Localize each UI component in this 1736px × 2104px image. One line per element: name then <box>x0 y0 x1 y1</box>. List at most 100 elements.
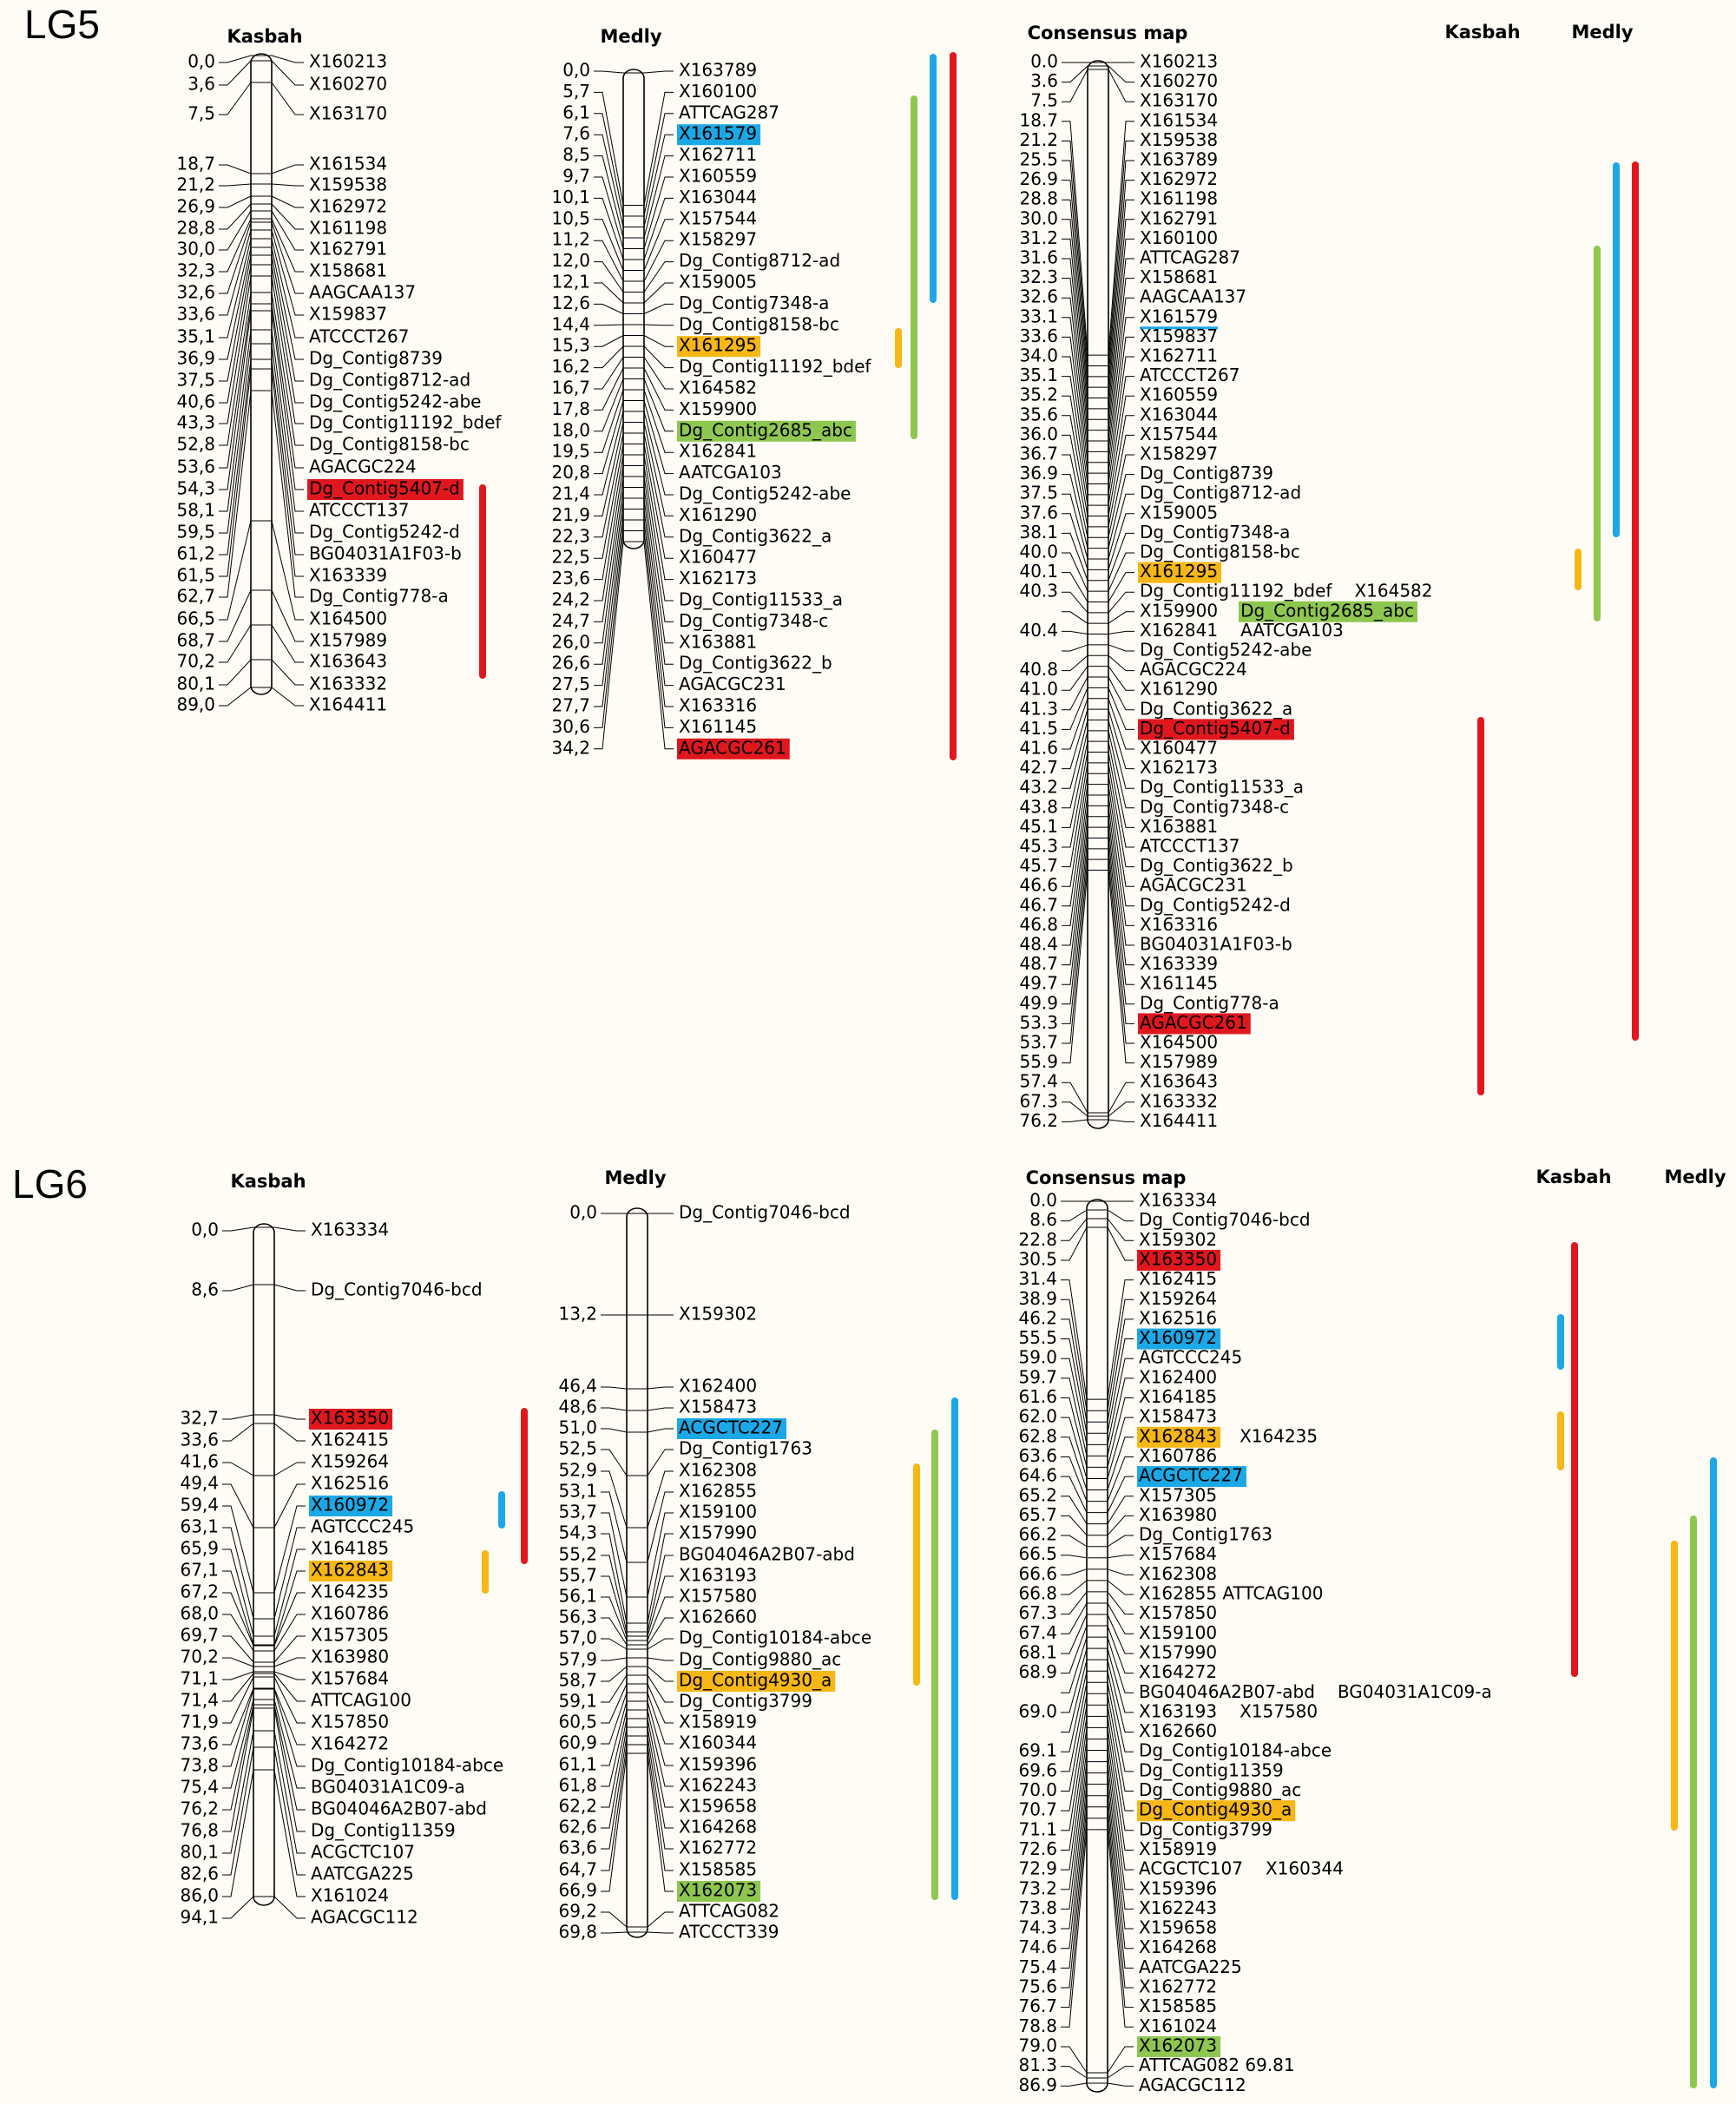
marker-row: 5,7 X160100 <box>562 81 757 206</box>
svg-text:Dg_Contig10184-abce: Dg_Contig10184-abce <box>1139 1740 1332 1761</box>
marker-position: 36.7 <box>1019 444 1058 464</box>
marker-position: 62,6 <box>558 1817 597 1838</box>
marker-name: Dg_Contig4930_a <box>677 1670 836 1692</box>
marker-row: 89,0 X164411 <box>176 687 387 715</box>
marker-position: 86.9 <box>1018 2074 1057 2095</box>
svg-text:X163980: X163980 <box>1139 1504 1217 1525</box>
svg-text:X159837: X159837 <box>309 304 387 325</box>
svg-text:Dg_Contig778-a: Dg_Contig778-a <box>309 586 449 607</box>
marker-position: 37.6 <box>1019 502 1058 523</box>
marker-name: X158681 <box>1140 266 1218 287</box>
marker-position: 69,8 <box>558 1922 597 1943</box>
marker-name: ATCCCT137 <box>309 500 409 521</box>
svg-text:X163789: X163789 <box>1140 149 1218 170</box>
svg-text:AGACGC112: AGACGC112 <box>311 1907 418 1928</box>
svg-text:X163980: X163980 <box>311 1647 389 1667</box>
svg-text:X163170: X163170 <box>309 103 387 124</box>
svg-text:X157580: X157580 <box>679 1586 757 1607</box>
marker-position: 32.3 <box>1019 266 1058 287</box>
marker-row: 15,3 X161295 <box>551 335 761 358</box>
marker-position: 31.4 <box>1018 1268 1057 1289</box>
svg-text:X157544: X157544 <box>1140 424 1218 444</box>
lg5-label: LG5 <box>24 2 100 47</box>
marker-name: X161534 <box>309 154 387 174</box>
marker-position: 73.8 <box>1018 1897 1057 1918</box>
marker-name: Dg_Contig3799 <box>1139 1818 1272 1839</box>
marker-name-extra: BG04031A1C09-a <box>1338 1681 1492 1702</box>
marker-position: 51,0 <box>558 1417 597 1438</box>
marker-name: X162791 <box>309 239 387 260</box>
marker-row: 75,4 BG04031A1C09-a <box>180 1699 465 1798</box>
svg-text:X162173: X162173 <box>679 568 757 588</box>
marker-position: 7,5 <box>187 103 215 124</box>
marker-position: 71,9 <box>180 1712 219 1733</box>
marker-row: 30,6 X161145 <box>551 530 757 737</box>
marker-row: 55,2 BG04046A2B07-abd <box>558 1544 855 1633</box>
marker-row: 12,1 X159005 <box>551 272 757 304</box>
svg-text:X163044: X163044 <box>679 187 757 207</box>
marker-position: 35,1 <box>176 326 215 347</box>
svg-text:AGACGC224: AGACGC224 <box>1140 659 1247 680</box>
marker-name: X163350 <box>1137 1248 1221 1271</box>
svg-text:X164582: X164582 <box>1354 581 1432 602</box>
marker-row: 26,6 Dg_Contig3622_b <box>551 497 832 674</box>
marker-position: 43,3 <box>176 412 215 433</box>
marker-row: 63,1 AGTCCC245 <box>180 1516 414 1620</box>
svg-text:Dg_Contig5242-d: Dg_Contig5242-d <box>1140 894 1291 915</box>
marker-name: Dg_Contig8158-bc <box>679 313 839 334</box>
marker-name: AAGCAA137 <box>1140 286 1246 307</box>
marker-name: X161295 <box>1138 561 1222 583</box>
marker-name: X163332 <box>309 674 387 694</box>
marker-name: ACGCTC107 <box>311 1842 415 1863</box>
marker-name: X157990 <box>1139 1641 1217 1662</box>
marker-row: 40.0 Dg_Contig8158-bc <box>1019 542 1300 592</box>
marker-position: 15,3 <box>551 335 590 356</box>
marker-name: BG04046A2B07-abd <box>679 1544 855 1565</box>
svg-text:Dg_Contig5242-d: Dg_Contig5242-d <box>309 522 460 542</box>
marker-position: 45.1 <box>1019 816 1058 837</box>
svg-text:X159005: X159005 <box>679 272 757 293</box>
marker-row: 54,3 Dg_Contig5407-d <box>176 310 464 500</box>
svg-text:X162400: X162400 <box>1139 1366 1217 1387</box>
marker-name-extra: X160344 <box>1266 1858 1344 1879</box>
svg-text:BG04031A1C09-a: BG04031A1C09-a <box>1338 1681 1492 1702</box>
lg5-consensus-map: Consensus map 0.0 X160213 3.6 X160270 7.5 X163… <box>1019 23 1432 1131</box>
marker-name: X162173 <box>1140 757 1218 778</box>
marker-name: X159658 <box>1139 1917 1217 1938</box>
marker-name: X159264 <box>311 1451 389 1472</box>
svg-text:ACGCTC107: ACGCTC107 <box>311 1842 415 1863</box>
marker-position: 73,6 <box>180 1733 219 1754</box>
marker-name: Dg_Contig7348-c <box>679 610 828 631</box>
svg-text:X162772: X162772 <box>679 1838 757 1858</box>
svg-text:X164268: X164268 <box>1139 1936 1217 1957</box>
lg6-medly-map: Medly 0,0 Dg_Contig7046-bcd 13,2 X159302 46,4… <box>558 1167 871 1943</box>
marker-name: X162855 <box>679 1481 757 1502</box>
marker-name: X157684 <box>311 1668 389 1689</box>
marker-name: X162308 <box>679 1460 757 1481</box>
marker-row: 68,0 X160786 <box>180 1603 389 1652</box>
marker-name: Dg_Contig5407-d <box>307 478 464 500</box>
marker-name: X162855 ATTCAG100 <box>1139 1583 1323 1604</box>
marker-position: 59,1 <box>558 1691 597 1712</box>
marker-name: X161145 <box>679 716 757 737</box>
marker-position: 35.2 <box>1019 385 1058 405</box>
marker-position: 59,5 <box>176 522 215 542</box>
svg-text:X159302: X159302 <box>679 1304 757 1325</box>
lg6-label: LG6 <box>12 1161 88 1207</box>
marker-row: 7,5 X163170 <box>187 82 387 124</box>
marker-name: AAGCAA137 <box>309 282 416 303</box>
marker-row: 35.2 X160559 <box>1019 385 1218 506</box>
svg-text:Dg_Contig8158-bc: Dg_Contig8158-bc <box>1140 542 1300 562</box>
marker-name: Dg_Contig7046-bcd <box>1139 1209 1311 1230</box>
marker-position: 89,0 <box>176 694 215 715</box>
svg-text:X160477: X160477 <box>1140 738 1218 759</box>
svg-text:X163643: X163643 <box>309 651 387 672</box>
svg-text:X161290: X161290 <box>679 504 757 525</box>
marker-name: ACGCTC227 <box>677 1417 786 1439</box>
svg-text:X163044: X163044 <box>1140 404 1218 424</box>
marker-position: 46.7 <box>1019 894 1058 915</box>
svg-text:X162415: X162415 <box>311 1430 389 1450</box>
marker-row: 70,2 X163643 <box>176 624 387 672</box>
marker-position: 55,2 <box>558 1544 597 1565</box>
marker-row: 67.4 X159100 <box>1018 1602 1217 1643</box>
